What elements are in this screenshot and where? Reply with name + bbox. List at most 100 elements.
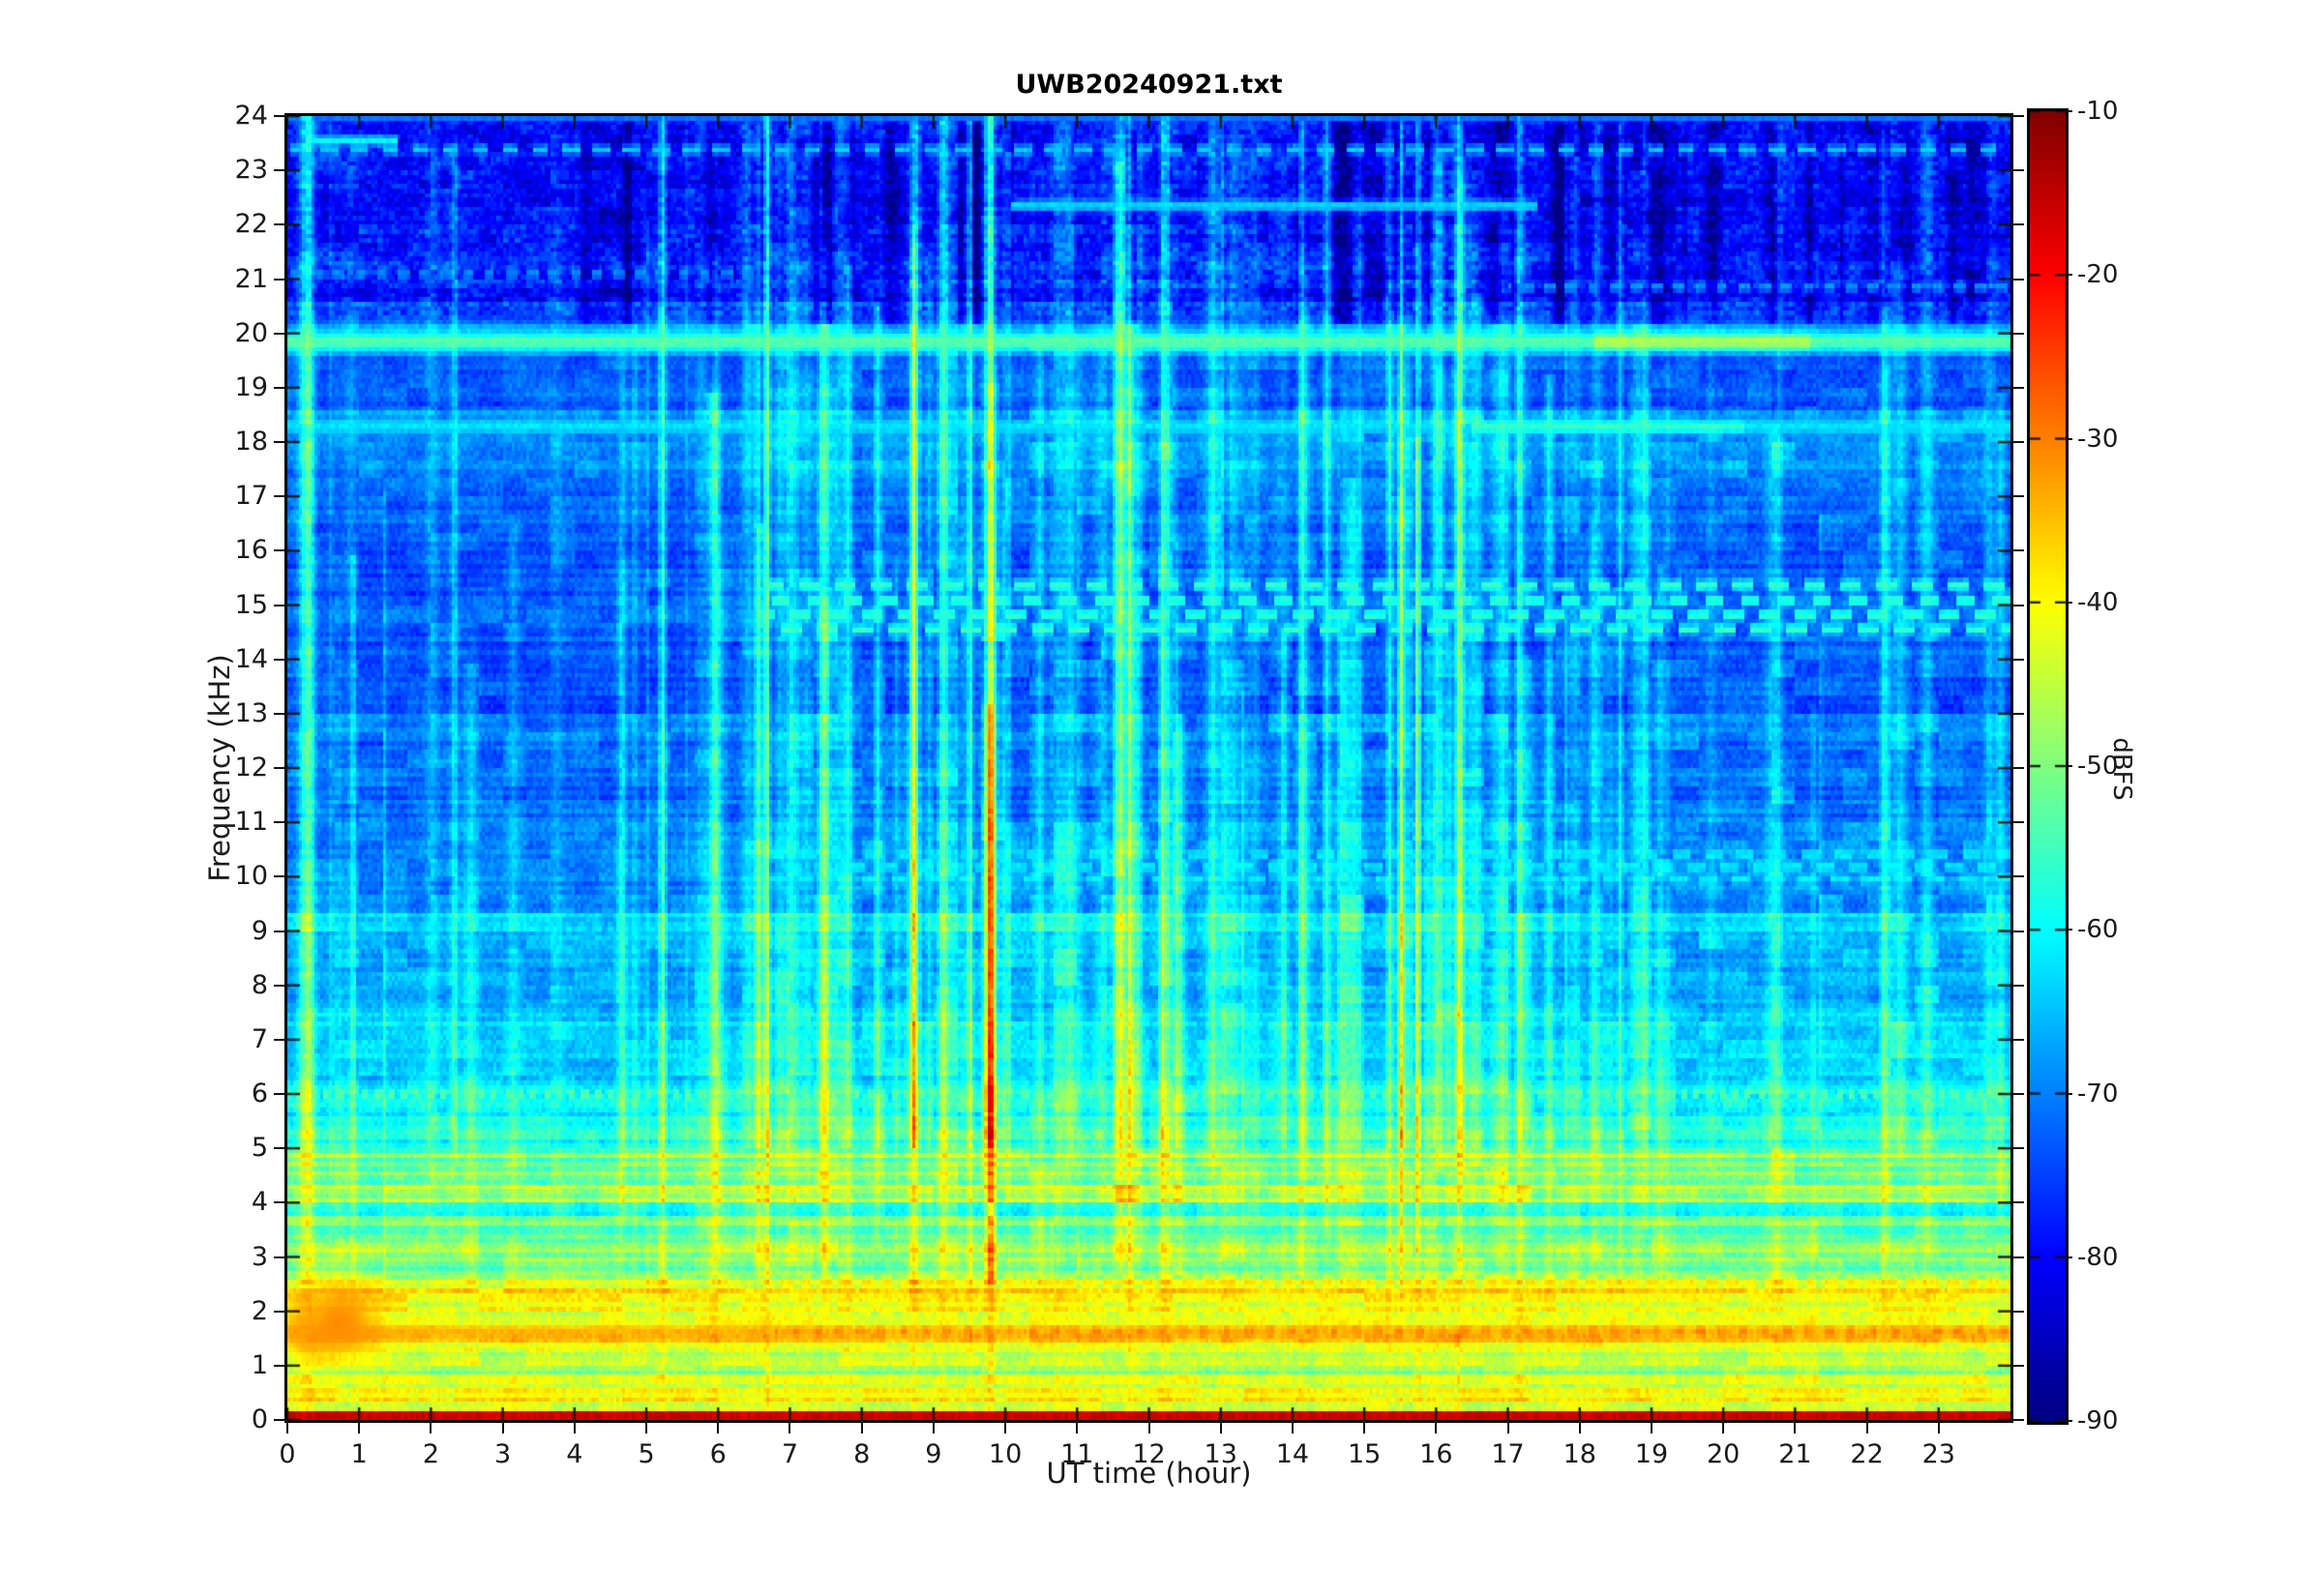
colorbar-tick-label: -40 xyxy=(2077,587,2119,617)
colorbar-label: dBFS xyxy=(2107,737,2136,801)
y-tick-label: 24 xyxy=(234,101,268,131)
y-tick-right xyxy=(2010,332,2024,335)
x-tick-label: 13 xyxy=(1204,1439,1237,1469)
colorbar-tick-label: -10 xyxy=(2077,97,2119,126)
colorbar-tick xyxy=(2066,274,2072,277)
y-tick xyxy=(274,712,287,715)
x-tick xyxy=(1291,1420,1294,1433)
x-tick-label: 2 xyxy=(422,1439,439,1469)
x-tick-label: 14 xyxy=(1275,1439,1310,1469)
y-tick xyxy=(274,1419,287,1421)
y-tick xyxy=(274,169,287,172)
y-tick-right xyxy=(2010,984,2024,987)
y-tick-label: 13 xyxy=(234,697,268,728)
y-tick xyxy=(274,1364,287,1367)
x-tick-label: 0 xyxy=(279,1439,296,1469)
x-tick xyxy=(1363,1420,1366,1433)
y-tick-right xyxy=(2010,1147,2024,1150)
x-tick-label: 19 xyxy=(1634,1439,1669,1469)
y-tick xyxy=(274,332,287,335)
x-tick-label: 15 xyxy=(1347,1439,1382,1469)
y-tick-label: 16 xyxy=(234,535,268,566)
x-tick-label: 3 xyxy=(494,1439,512,1469)
colorbar-tick xyxy=(2066,1420,2072,1422)
y-tick xyxy=(274,1201,287,1204)
x-tick-label: 23 xyxy=(1921,1439,1955,1469)
y-tick-right xyxy=(2010,223,2024,226)
y-tick-label: 3 xyxy=(251,1241,268,1272)
colorbar-tick-label: -90 xyxy=(2077,1406,2119,1435)
x-tick-label: 10 xyxy=(988,1439,1023,1469)
y-tick xyxy=(274,278,287,281)
y-tick-label: 21 xyxy=(234,263,268,294)
y-tick-right xyxy=(2010,821,2024,824)
y-tick-label: 5 xyxy=(251,1133,268,1164)
colorbar-tick xyxy=(2066,110,2072,112)
x-tick xyxy=(645,1420,648,1433)
y-tick-label: 10 xyxy=(234,861,268,892)
y-tick-right xyxy=(2010,1364,2024,1367)
y-tick-right xyxy=(2010,712,2024,715)
y-tick-label: 23 xyxy=(234,155,268,186)
y-tick xyxy=(274,875,287,878)
y-tick xyxy=(274,441,287,443)
colorbar-tick-label: -30 xyxy=(2077,424,2119,454)
y-tick-label: 22 xyxy=(234,209,268,240)
y-tick xyxy=(274,386,287,389)
y-tick-label: 6 xyxy=(251,1079,268,1108)
y-tick-label: 20 xyxy=(234,317,268,348)
x-tick-label: 6 xyxy=(709,1439,727,1469)
colorbar-tick xyxy=(2066,765,2072,767)
x-tick xyxy=(717,1420,720,1433)
y-tick xyxy=(274,767,287,769)
y-tick-label: 17 xyxy=(234,481,268,512)
colorbar-tick-label: -60 xyxy=(2077,915,2119,945)
x-tick xyxy=(1794,1420,1797,1433)
x-tick xyxy=(358,1420,361,1433)
x-tick-label: 11 xyxy=(1060,1439,1094,1469)
y-tick-label: 7 xyxy=(251,1023,268,1054)
y-tick xyxy=(274,1147,287,1150)
y-tick-label: 19 xyxy=(234,371,268,402)
colorbar-tick-label: -20 xyxy=(2077,260,2119,290)
x-tick-label: 7 xyxy=(781,1439,799,1469)
colorbar-tick-label: -70 xyxy=(2077,1079,2119,1108)
x-tick-label: 18 xyxy=(1563,1439,1596,1469)
y-tick-right xyxy=(2010,1201,2024,1204)
x-tick xyxy=(286,1420,288,1433)
x-tick xyxy=(1435,1420,1438,1433)
y-tick-label: 18 xyxy=(234,427,268,457)
y-tick-right xyxy=(2010,604,2024,606)
x-tick xyxy=(1650,1420,1652,1433)
x-tick xyxy=(1865,1420,1868,1433)
x-tick xyxy=(1076,1420,1079,1433)
y-tick xyxy=(274,604,287,606)
y-tick xyxy=(274,223,287,226)
x-tick-label: 5 xyxy=(638,1439,655,1469)
x-tick-label: 12 xyxy=(1132,1439,1166,1469)
y-tick-label: 11 xyxy=(234,807,268,838)
y-tick-right xyxy=(2010,386,2024,389)
y-tick-right xyxy=(2010,1419,2024,1421)
colorbar-tick xyxy=(2066,437,2072,440)
x-tick xyxy=(1937,1420,1940,1433)
x-tick-label: 16 xyxy=(1419,1439,1453,1469)
colorbar-tick xyxy=(2066,929,2072,931)
x-tick xyxy=(573,1420,576,1433)
y-tick-right xyxy=(2010,115,2024,117)
x-tick-label: 22 xyxy=(1850,1439,1884,1469)
x-tick xyxy=(430,1420,432,1433)
y-tick xyxy=(274,1310,287,1313)
y-tick-right xyxy=(2010,658,2024,661)
y-tick xyxy=(274,549,287,552)
y-tick xyxy=(274,115,287,117)
y-tick-right xyxy=(2010,495,2024,498)
x-tick-label: 1 xyxy=(350,1439,368,1469)
y-tick-right xyxy=(2010,1256,2024,1258)
colorbar-gradient xyxy=(2030,111,2066,1422)
x-tick xyxy=(1506,1420,1509,1433)
y-tick xyxy=(274,984,287,987)
colorbar-tick xyxy=(2066,1256,2072,1258)
colorbar-tick-label: -80 xyxy=(2077,1242,2119,1272)
